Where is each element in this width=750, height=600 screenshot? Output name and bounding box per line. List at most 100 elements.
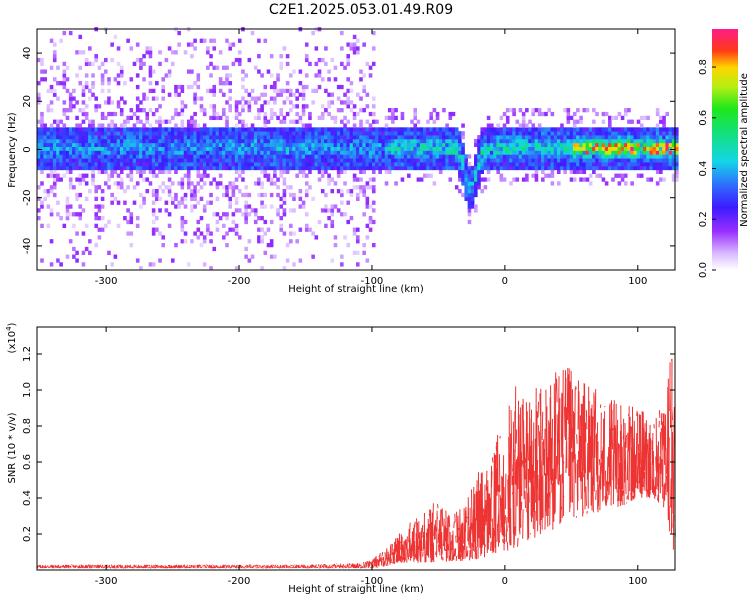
heatmap-cell <box>521 127 526 132</box>
heatmap-cell <box>604 165 609 171</box>
heatmap-cell <box>273 131 277 136</box>
heatmap-cell <box>164 142 169 148</box>
heatmap-cell <box>180 177 185 182</box>
heatmap-cell <box>304 127 309 132</box>
heatmap-cell <box>512 127 516 132</box>
heatmap-cell <box>505 158 510 163</box>
heatmap-cell <box>269 154 274 159</box>
heatmap-cell <box>368 73 373 78</box>
heatmap-cell <box>190 135 194 140</box>
heatmap-cell <box>46 150 51 155</box>
heatmap-cell <box>170 162 175 167</box>
heatmap-cell <box>537 165 542 171</box>
heatmap-cell <box>515 142 520 148</box>
heatmap-cell <box>206 65 210 70</box>
heatmap-cell <box>489 127 494 132</box>
heatmap-cell <box>289 162 293 167</box>
heatmap-cell <box>269 158 274 163</box>
heatmap-cell <box>174 204 178 209</box>
heatmap-cell <box>671 150 676 155</box>
heatmap-cell <box>454 158 459 163</box>
heatmap-cell <box>199 142 204 148</box>
heatmap-cell <box>88 162 92 167</box>
heatmap-cell <box>671 127 676 132</box>
heatmap-cell <box>298 142 303 148</box>
heatmap-cell <box>655 181 660 186</box>
heatmap-cell <box>304 154 309 159</box>
heatmap-cell <box>190 196 194 201</box>
heatmap-cell <box>534 127 539 132</box>
heatmap-cell <box>228 227 232 232</box>
heatmap-cell <box>72 104 76 109</box>
heatmap-cell <box>279 131 284 136</box>
heatmap-cell <box>652 146 657 151</box>
heatmap-cell <box>442 154 446 159</box>
heatmap-cell <box>81 50 86 55</box>
heatmap-cell <box>37 138 41 144</box>
heatmap-cell <box>435 150 440 155</box>
heatmap-cell <box>266 142 271 148</box>
heatmap-cell <box>132 142 137 148</box>
heatmap-cell <box>340 138 344 144</box>
heatmap-cell <box>592 135 596 140</box>
heatmap-cell <box>521 115 526 121</box>
heatmap-cell <box>639 131 644 136</box>
heatmap-cell <box>257 142 261 148</box>
heatmap-cell <box>68 162 73 167</box>
heatmap-cell <box>260 162 264 167</box>
heatmap-cell <box>142 123 146 128</box>
heatmap-cell <box>228 104 232 109</box>
heatmap-cell <box>608 119 612 124</box>
heatmap-cell <box>40 200 44 205</box>
heatmap-cell <box>113 77 118 82</box>
heatmap-cell <box>276 115 280 121</box>
heatmap-cell <box>330 100 335 105</box>
heatmap-cell <box>129 231 134 236</box>
heatmap-cell <box>260 146 264 151</box>
heatmap-cell <box>186 123 191 128</box>
heatmap-cell <box>196 162 201 167</box>
heatmap-cell <box>84 81 89 86</box>
heatmap-cell <box>59 146 63 151</box>
heatmap-cell <box>180 111 185 117</box>
heatmap-cell <box>537 108 542 113</box>
heatmap-cell <box>611 150 615 155</box>
heatmap-cell <box>244 154 248 159</box>
heatmap-cell <box>422 138 427 144</box>
heatmap-cell <box>295 131 299 136</box>
heatmap-cell <box>301 173 306 178</box>
heatmap-cell <box>518 146 523 151</box>
heatmap-cell <box>627 135 631 140</box>
heatmap-cell <box>289 231 293 236</box>
heatmap-cell <box>257 138 261 144</box>
heatmap-cell <box>276 77 280 82</box>
heatmap-cell <box>282 154 287 159</box>
heatmap-cell <box>68 239 73 244</box>
heatmap-cell <box>330 158 335 163</box>
heatmap-cell <box>116 200 121 205</box>
heatmap-cell <box>301 127 306 132</box>
heatmap-cell <box>298 196 303 201</box>
heatmap-cell <box>269 162 274 167</box>
heatmap-cell <box>301 135 306 140</box>
heatmap-cell <box>400 158 405 163</box>
heatmap-cell <box>301 111 306 117</box>
heatmap-cell <box>365 162 370 167</box>
heatmap-cell <box>276 146 280 151</box>
heatmap-cell <box>585 154 590 159</box>
heatmap-cell <box>158 146 162 151</box>
heatmap-cell <box>266 119 271 124</box>
heatmap-cell <box>65 162 70 167</box>
heatmap-cell <box>509 146 513 151</box>
heatmap-cell <box>193 81 197 86</box>
heatmap-cell <box>378 135 382 140</box>
heatmap-cell <box>365 185 370 190</box>
heatmap-cell <box>266 165 271 171</box>
heatmap-cell <box>556 131 561 136</box>
heatmap-cell <box>541 150 545 155</box>
heatmap-cell <box>314 146 319 151</box>
heatmap-cell <box>413 127 418 132</box>
heatmap-cell <box>263 192 268 198</box>
heatmap-cell <box>340 154 344 159</box>
heatmap-cell <box>289 146 293 151</box>
